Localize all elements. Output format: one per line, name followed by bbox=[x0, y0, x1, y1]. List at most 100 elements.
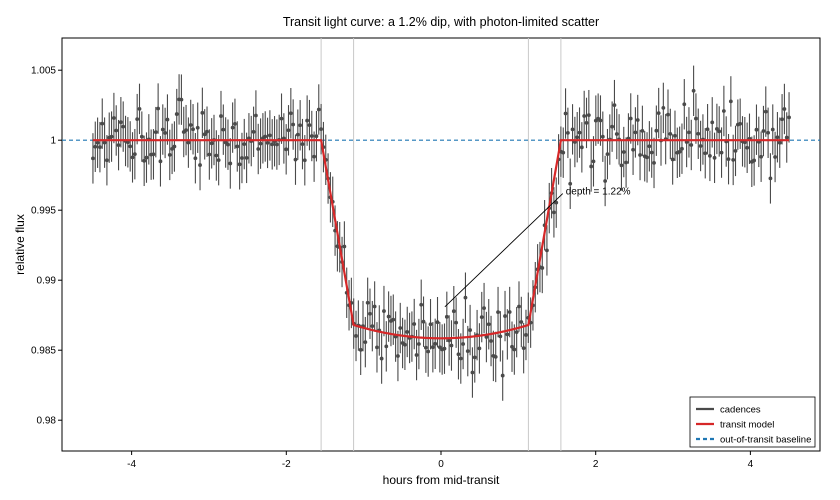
cadence-point bbox=[302, 135, 307, 186]
cadence-point bbox=[482, 282, 486, 334]
cadence-point bbox=[696, 108, 701, 159]
cadence-point bbox=[444, 291, 449, 343]
cadence-point bbox=[160, 104, 165, 155]
cadence-point bbox=[554, 177, 559, 228]
cadence-point bbox=[247, 113, 251, 164]
cadence-point bbox=[265, 117, 270, 169]
cadence-point bbox=[575, 112, 580, 163]
cadence-point bbox=[784, 112, 789, 163]
cadence-point bbox=[293, 134, 298, 185]
cadence-point bbox=[777, 117, 782, 168]
cadence-point bbox=[733, 125, 738, 177]
cadence-point bbox=[591, 136, 596, 187]
cadence-point bbox=[433, 318, 438, 370]
cadence-point bbox=[363, 316, 368, 368]
cadence-point bbox=[167, 129, 172, 181]
cadence-point bbox=[589, 141, 594, 192]
cadence-point bbox=[628, 93, 633, 144]
cadence-point bbox=[184, 104, 188, 156]
cadence-point bbox=[242, 118, 247, 170]
cadence-point bbox=[680, 123, 684, 174]
cadence-point bbox=[447, 315, 452, 366]
cadence-point bbox=[691, 65, 696, 116]
cadence-point bbox=[188, 99, 193, 151]
cadence-point bbox=[163, 107, 168, 159]
cadence-point bbox=[226, 119, 230, 170]
cadence-point bbox=[666, 89, 670, 140]
cadence-point bbox=[477, 323, 482, 374]
cadence-point bbox=[128, 121, 133, 172]
y-tick-label: 1 bbox=[50, 136, 56, 147]
cadence-point bbox=[216, 134, 221, 186]
cadence-point bbox=[633, 107, 638, 158]
cadence-point bbox=[426, 326, 431, 377]
cadence-point bbox=[565, 107, 570, 159]
cadence-point bbox=[752, 135, 757, 186]
cadence-point bbox=[568, 158, 573, 209]
cadence-point bbox=[458, 333, 463, 384]
cadence-point bbox=[384, 321, 389, 372]
cadence-point bbox=[454, 297, 459, 348]
cadence-point bbox=[468, 304, 473, 356]
cadence-point bbox=[714, 103, 719, 155]
cadence-point bbox=[505, 309, 510, 360]
cadence-point bbox=[498, 311, 503, 362]
cadence-point bbox=[638, 129, 642, 181]
plot-area: depth = 1.22% bbox=[61, 37, 821, 452]
cadence-point bbox=[170, 123, 174, 175]
x-tick-label: 0 bbox=[438, 459, 444, 470]
cadence-point bbox=[579, 122, 584, 173]
cadence-point bbox=[151, 129, 156, 180]
x-tick-label: -4 bbox=[127, 459, 136, 470]
cadence-point bbox=[354, 310, 358, 362]
cadence-point bbox=[142, 135, 147, 187]
cadence-point bbox=[612, 79, 617, 131]
cadence-point bbox=[372, 281, 377, 332]
legend-item-baseline: out-of-transit baseline bbox=[696, 435, 811, 446]
cadence-point bbox=[125, 117, 130, 168]
cadence-point bbox=[291, 99, 296, 150]
cadence-point bbox=[109, 111, 114, 162]
cadence-point bbox=[484, 311, 489, 363]
cadence-point bbox=[118, 97, 123, 148]
y-tick-label: 0.99 bbox=[37, 276, 57, 287]
cadence-point bbox=[209, 118, 214, 169]
cadence-point bbox=[652, 137, 656, 189]
cadence-point bbox=[703, 128, 708, 179]
cadence-point bbox=[654, 105, 659, 156]
cadence-point bbox=[766, 107, 771, 158]
cadence-point bbox=[412, 298, 417, 350]
y-tick-label: 0.995 bbox=[31, 206, 56, 217]
depth-annotation: depth = 1.22% bbox=[444, 187, 631, 308]
cadence-point bbox=[121, 101, 126, 152]
cadence-point bbox=[656, 87, 661, 139]
cadence-point bbox=[698, 120, 703, 172]
cadence-point bbox=[156, 83, 161, 134]
cadence-point bbox=[463, 272, 468, 323]
cadence-point bbox=[281, 113, 286, 164]
cadence-point bbox=[500, 350, 505, 401]
x-tick-label: -2 bbox=[282, 459, 291, 470]
cadence-point bbox=[770, 104, 775, 155]
cadence-point bbox=[365, 277, 370, 328]
cadence-point bbox=[295, 109, 300, 160]
cadence-point bbox=[361, 300, 365, 352]
cadence-point bbox=[545, 225, 549, 276]
y-tick-label: 1.005 bbox=[31, 66, 56, 77]
cadence-point bbox=[214, 130, 219, 181]
cadence-point bbox=[267, 110, 272, 161]
cadence-point bbox=[726, 133, 731, 185]
cadence-point bbox=[661, 82, 666, 134]
cadence-point bbox=[517, 281, 521, 332]
cadence-point bbox=[430, 322, 435, 373]
cadence-point bbox=[670, 134, 675, 185]
cadence-point bbox=[721, 85, 726, 137]
cadence-point bbox=[677, 126, 682, 177]
cadence-point bbox=[288, 88, 293, 139]
cadence-point bbox=[775, 112, 780, 163]
cadence-point bbox=[787, 92, 791, 143]
cadence-point bbox=[132, 128, 137, 180]
legend-item-transit-model: transit model bbox=[696, 420, 774, 431]
cadence-point bbox=[305, 95, 310, 146]
cadence-point bbox=[603, 155, 608, 207]
